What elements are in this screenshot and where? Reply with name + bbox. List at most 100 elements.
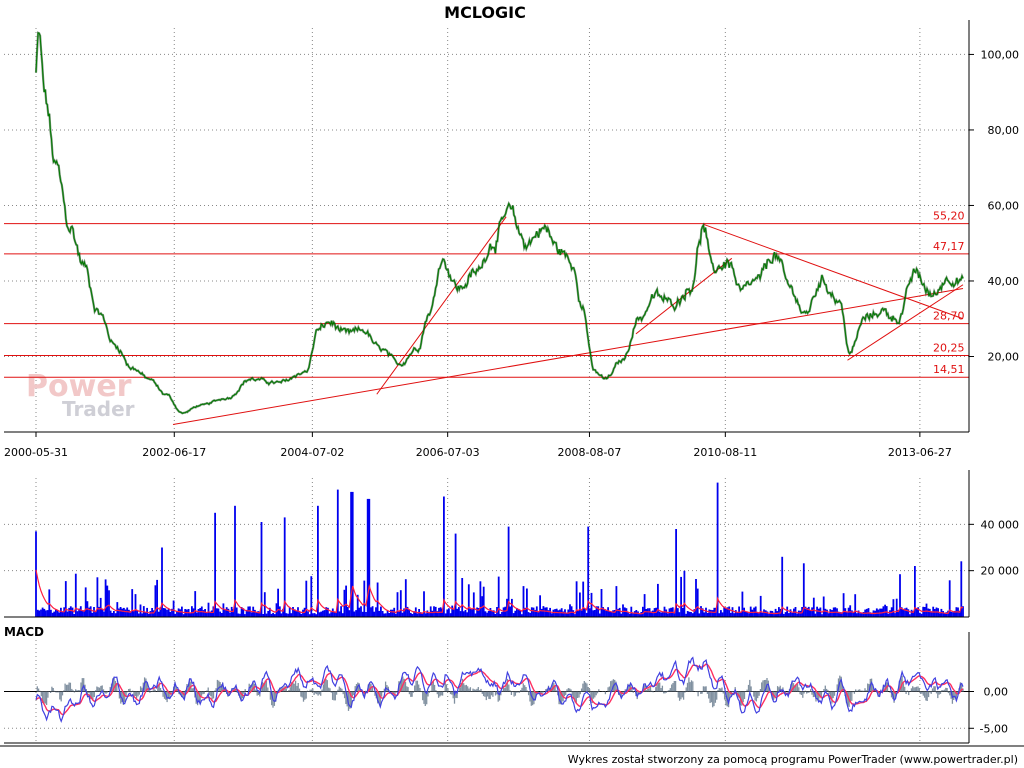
volume-bar	[395, 613, 397, 617]
volume-bar	[35, 531, 37, 617]
volume-bar	[388, 613, 391, 617]
volume-bar	[325, 607, 328, 617]
volume-bar	[960, 561, 963, 617]
volume-bar	[124, 609, 127, 617]
volume-bar	[267, 611, 270, 617]
volume-bar	[922, 606, 925, 617]
volume-bar	[365, 612, 367, 617]
volume-bar	[331, 608, 334, 617]
volume-bar	[278, 606, 281, 617]
volume-bar	[351, 491, 354, 617]
volume-bar	[862, 612, 865, 617]
volume-bar	[693, 609, 696, 617]
volume-bar	[620, 613, 623, 617]
volume-bar	[169, 611, 172, 617]
volume-bar	[711, 610, 714, 617]
volume-bar	[925, 603, 928, 617]
volume-bar	[610, 611, 613, 617]
volume-bar	[390, 609, 392, 617]
volume-bar	[814, 613, 817, 617]
volume-bar	[962, 606, 964, 617]
volume-bar	[731, 607, 734, 617]
volume-bar	[539, 595, 541, 617]
volume-bar	[768, 613, 770, 617]
volume-bar	[466, 612, 469, 617]
volume-bar	[487, 611, 490, 617]
volume-bar	[907, 609, 910, 617]
volume-bar	[706, 613, 709, 617]
macd-panel-label: MACD	[4, 625, 44, 639]
volume-bar	[799, 610, 802, 617]
volume-bar	[884, 604, 886, 617]
volume-bar	[678, 612, 681, 617]
volume-bar	[842, 593, 845, 617]
volume-bar	[751, 609, 754, 617]
volume-bar	[746, 611, 749, 617]
volume-bar	[592, 610, 595, 617]
volume-bar	[643, 594, 646, 617]
volume-bar	[625, 608, 628, 617]
volume-bar	[499, 613, 502, 617]
volume-bar	[569, 604, 571, 617]
volume-bar	[149, 611, 152, 617]
volume-bar	[648, 608, 651, 617]
volume-bars	[35, 482, 964, 618]
volume-bar	[744, 612, 747, 617]
volume-bar	[157, 611, 160, 617]
volume-bar	[307, 611, 309, 617]
volume-bar	[514, 610, 517, 617]
volume-bar	[283, 517, 286, 617]
volume-bar	[328, 613, 331, 617]
volume-bar	[919, 612, 921, 617]
volume-bar	[196, 612, 198, 617]
volume-bar	[797, 610, 800, 617]
volume-bar	[272, 612, 274, 617]
price-y-tick-label: 20,00	[988, 350, 1020, 363]
volume-bar	[330, 612, 333, 617]
volume-bar	[574, 614, 576, 617]
chart-title: MCLOGIC	[444, 3, 526, 22]
volume-bar	[479, 581, 482, 617]
volume-bar	[207, 602, 210, 617]
volume-bar	[666, 613, 669, 617]
volume-bar	[81, 610, 84, 617]
volume-bar	[363, 580, 366, 617]
volume-bar	[164, 608, 167, 617]
x-tick-label: 2008-08-07	[557, 446, 621, 459]
volume-bar	[270, 613, 273, 617]
volume-bar	[358, 607, 361, 617]
volume-bar	[844, 608, 847, 617]
volume-bar	[527, 612, 530, 617]
volume-bar	[96, 577, 99, 617]
volume-bar	[665, 609, 668, 617]
volume-bar	[119, 607, 122, 617]
volume-bar	[421, 613, 424, 617]
volume-bar	[857, 610, 860, 617]
volume-bar	[854, 594, 857, 617]
volume-bar	[899, 574, 901, 617]
volume-bar	[607, 607, 609, 617]
volume-bar	[454, 533, 457, 617]
volume-bar	[930, 611, 933, 617]
volume-bar	[275, 603, 278, 617]
volume-bar	[345, 585, 347, 617]
volume-bar	[522, 586, 525, 617]
volume-bar	[632, 613, 634, 617]
volume-bar	[577, 610, 580, 617]
volume-bar	[494, 614, 497, 617]
volume-bar	[123, 607, 125, 617]
volume-bar	[726, 607, 729, 617]
volume-bar	[892, 599, 895, 617]
volume-bar	[456, 608, 459, 617]
volume-bar	[529, 612, 532, 617]
volume-bar	[58, 612, 61, 617]
volume-bar	[617, 608, 619, 617]
volume-bar	[914, 566, 916, 617]
volume-bar	[104, 579, 107, 617]
trend-line	[847, 284, 964, 361]
volume-bar	[796, 613, 799, 617]
volume-bar	[371, 606, 374, 617]
price-y-tick-label: 80,00	[988, 124, 1020, 137]
volume-bar	[355, 610, 357, 617]
volume-bar	[524, 607, 527, 617]
